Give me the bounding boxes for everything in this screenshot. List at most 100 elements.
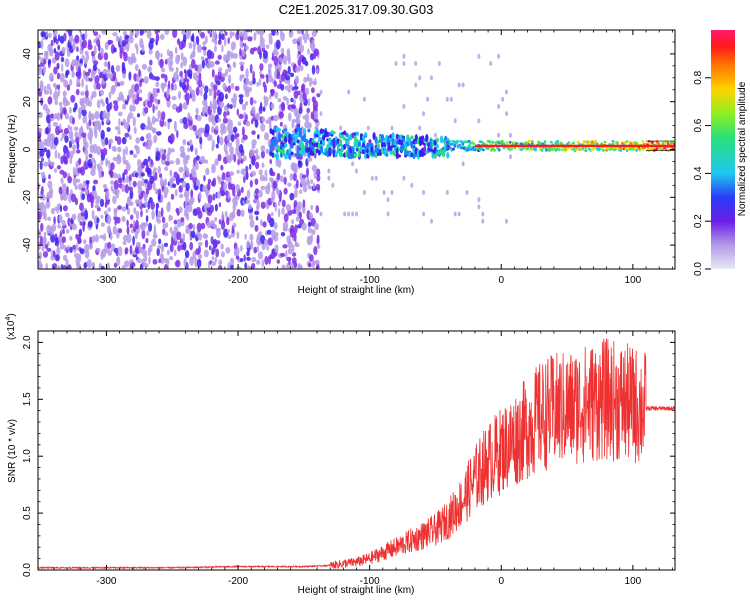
heat-cell [477, 197, 481, 203]
heat-cell [115, 126, 121, 131]
heat-cell [221, 73, 225, 78]
heat-cell [201, 46, 207, 51]
heat-cell [89, 236, 93, 244]
heat-cell [251, 130, 256, 135]
heat-cell [38, 111, 43, 119]
heat-cell [282, 55, 288, 65]
heat-cell [55, 38, 59, 45]
heat-cell [302, 33, 306, 40]
heat-cell [93, 179, 99, 185]
heat-cell [208, 88, 213, 93]
heat-cell [53, 91, 59, 101]
heat-cell [211, 69, 215, 78]
heat-cell [254, 224, 259, 232]
heat-cell [284, 153, 288, 160]
heat-cell [287, 248, 293, 255]
heat-cell [304, 61, 309, 67]
heat-cell [131, 52, 136, 62]
heat-cell [141, 30, 145, 35]
heat-cell [129, 189, 134, 200]
heat-cell [48, 174, 51, 180]
heat-cell [40, 201, 45, 209]
heat-cell [270, 115, 275, 121]
heat-cell [222, 82, 227, 91]
heat-cell [260, 145, 266, 152]
heat-cell [151, 115, 156, 125]
heat-cell [306, 176, 310, 185]
heat-cell [118, 228, 123, 234]
heat-cell [38, 127, 43, 133]
heat-cell [134, 30, 140, 37]
heat-cell [260, 30, 265, 35]
heat-cell [63, 254, 68, 262]
heat-cell [75, 149, 81, 154]
heat-cell [189, 256, 195, 266]
heat-cell [54, 149, 58, 159]
heat-cell [192, 124, 197, 132]
heat-cell [78, 157, 82, 165]
heat-cell [505, 89, 508, 95]
heat-cell [136, 258, 142, 264]
x-tick-label: -200 [228, 576, 248, 587]
heat-cell [257, 30, 261, 35]
heat-cell [166, 258, 170, 267]
heat-cell [270, 171, 276, 177]
heat-cell [182, 139, 187, 146]
heat-cell [295, 216, 300, 222]
heat-cell [49, 187, 54, 196]
heat-cell [253, 246, 258, 254]
heat-cell [207, 178, 212, 184]
heat-cell [184, 250, 190, 259]
heat-cell [180, 220, 185, 227]
heat-cell [112, 32, 118, 37]
heat-cell [82, 114, 88, 124]
heat-cell [584, 149, 588, 153]
heat-cell [291, 244, 295, 253]
heat-cell [481, 211, 485, 217]
heat-cell [105, 190, 110, 201]
heat-cell [97, 207, 101, 212]
heat-cell [299, 102, 303, 110]
heat-cell [100, 222, 105, 227]
heat-cell [263, 50, 268, 59]
heat-cell [74, 34, 80, 44]
heat-cell [126, 219, 129, 227]
heat-cell [60, 110, 63, 120]
heat-cell [132, 235, 135, 246]
heat-cell [155, 151, 161, 161]
heat-cell [246, 256, 251, 261]
heat-cell [176, 130, 179, 138]
heat-cell [277, 200, 281, 207]
heat-cell [382, 190, 386, 195]
heat-cell [248, 214, 254, 221]
heat-cell [452, 147, 455, 151]
heat-cell [190, 230, 196, 238]
heat-cell [332, 143, 336, 149]
heat-cell [41, 244, 45, 252]
heat-cell [91, 261, 96, 269]
heat-cell [616, 142, 619, 145]
heat-cell [220, 243, 224, 250]
heat-cell [304, 121, 310, 129]
heat-cell [87, 39, 92, 47]
heat-cell [89, 194, 95, 204]
heat-cell [46, 149, 51, 159]
heat-cell [169, 215, 174, 221]
heat-cell [117, 146, 122, 153]
heat-cell [279, 133, 284, 138]
heat-cell [295, 75, 300, 85]
heat-cell [505, 111, 508, 117]
heat-cell [259, 101, 263, 111]
heat-cell [234, 85, 240, 91]
heat-cell [180, 217, 185, 223]
heat-cell [137, 180, 142, 190]
heat-cell [71, 70, 75, 78]
heat-cell [69, 246, 73, 253]
heat-cell [489, 61, 493, 66]
heat-cell [465, 190, 469, 195]
colorbar-label: Normalized spectral amplitude [737, 81, 748, 216]
heat-cell [306, 107, 311, 114]
heat-cell [113, 262, 118, 268]
snr-multiplier-exp: 4 [5, 317, 12, 321]
heat-cell [279, 175, 284, 183]
